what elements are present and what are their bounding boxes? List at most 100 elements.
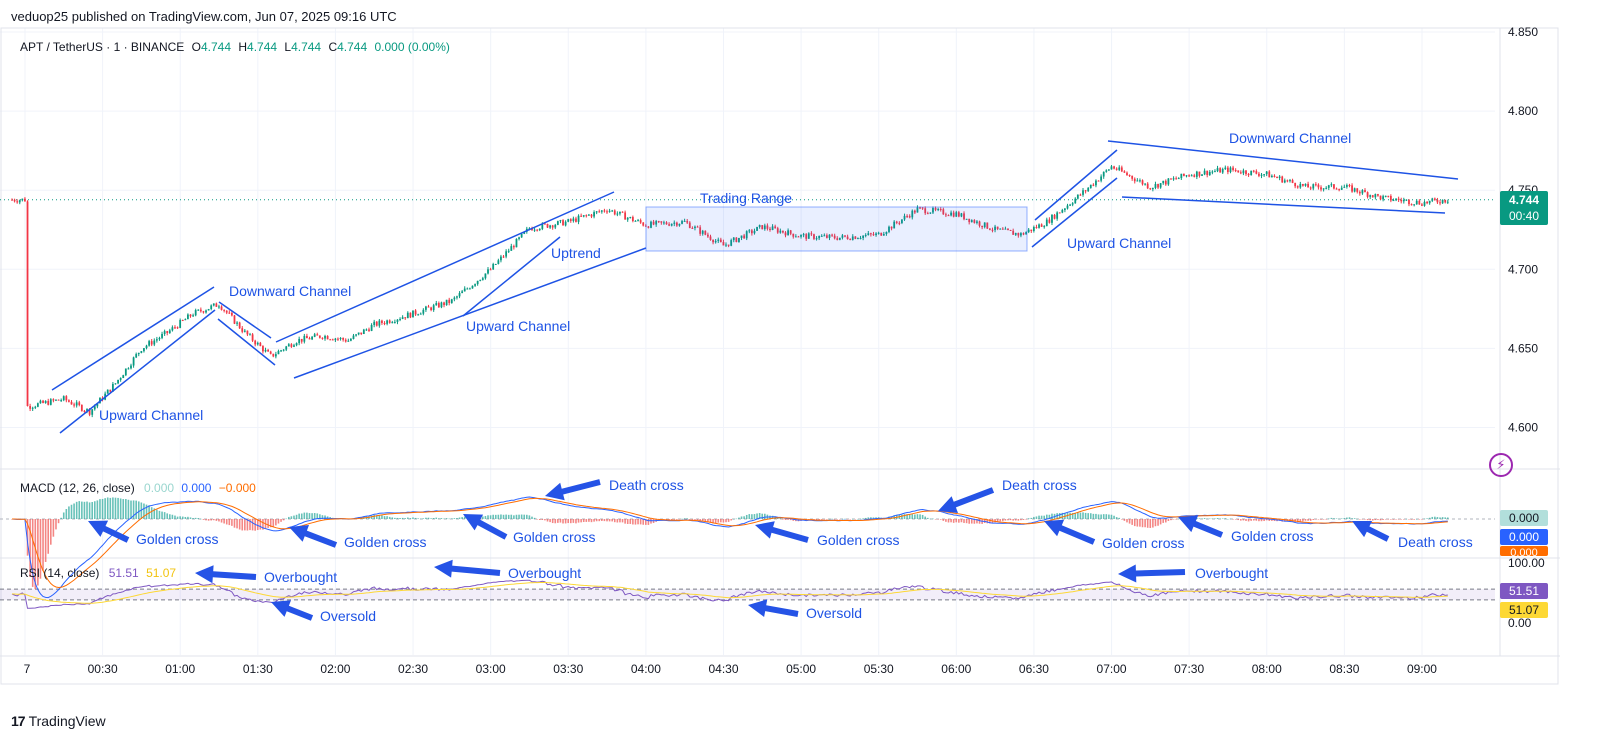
symbol-legend[interactable]: APT / TetherUS · 1 · BINANCE O4.744 H4.7… [20,40,450,54]
candle-body [443,302,445,306]
macd-histogram-bar [1100,514,1102,519]
macd-label-4: Death cross [609,477,684,493]
macd-histogram-bar [960,519,963,523]
macd-histogram-bar [691,519,694,520]
candle-body [782,230,784,233]
macd-legend[interactable]: MACD (12, 26, close) 0.000 0.000 −0.000 [20,481,256,495]
macd-histogram-bar [828,518,831,520]
candle-body [924,208,927,214]
candle-body [1131,175,1134,179]
candle-body [1074,198,1077,204]
last-price-value: 4.744 [1508,193,1540,207]
macd-histogram-bar [738,517,740,519]
candle-body [763,225,766,230]
candle-body [437,303,440,308]
macd-histogram-bar [528,515,531,519]
grid [0,27,1560,685]
candle-body [39,400,42,404]
macd-histogram-bar [970,519,973,524]
candle-body [308,338,311,340]
macd-histogram-bar [1139,519,1141,527]
candle-body [908,216,911,218]
candle-body [476,280,479,285]
macd-histogram-bar [572,519,575,523]
rsi-tag: 51.51 [1500,583,1548,599]
candle-body [73,404,75,406]
macd-histogram-bar [391,517,394,519]
downward-channel-2-label: Downward Channel [1229,130,1351,146]
macd-histogram-bar [681,518,683,520]
candle-body [895,221,898,223]
macd-histogram-bar [1201,518,1203,520]
upward-channel-2-label: Upward Channel [466,318,570,334]
upward-channel-1-label: Upward Channel [99,407,203,423]
candle-body [1387,195,1390,197]
candle-body [626,217,629,220]
candle-body [1144,183,1147,185]
macd-histogram-bar [851,518,854,520]
macd-signal-line [12,497,1448,589]
price-tick-label: 4.800 [1508,104,1538,118]
candle-body [955,212,958,217]
macd-histogram-bar [585,519,588,522]
macd-histogram-bar [438,518,440,519]
macd-label-9: Death cross [1398,534,1473,550]
candle-body [1128,175,1131,177]
macd-histogram-bar [1046,514,1048,519]
macd-histogram-bar [427,517,430,519]
macd-histogram-bar [1022,519,1025,520]
macd-histogram-bar [1268,519,1271,521]
candle-body [1089,184,1092,188]
macd-histogram-bar [277,519,280,524]
macd-arrow-4 [545,479,601,501]
candle-body [694,226,696,229]
candle-body [1027,229,1030,233]
candle-body [973,220,976,223]
macd-histogram-bar [293,515,295,519]
macd-histogram-bar [233,519,236,528]
macd-histogram-bar [919,514,921,519]
macd-histogram-bar [375,515,378,519]
candle-body [968,218,971,223]
macd-histogram-bar [484,515,487,519]
macd-histogram-bar [1162,519,1165,523]
candle-body [60,400,63,402]
macd-histogram-bar [251,519,254,531]
candle-body [810,233,813,235]
candle-body [538,228,541,231]
macd-histogram-bar [523,514,526,519]
candle-body [414,310,417,315]
candle-body [665,222,668,225]
candle-body [65,396,68,401]
candle-body [269,351,272,354]
lightning-icon[interactable]: ⚡ [1489,453,1513,477]
macd-histogram-bar [714,519,717,524]
candle-body [714,240,717,243]
macd-histogram-bar [409,518,412,519]
candle-body [577,215,580,222]
macd-histogram-bar [1258,519,1260,522]
candle-body [670,223,673,226]
candle-body [864,234,867,236]
macd-histogram-bar [313,513,316,519]
candle-body [725,244,727,246]
macd-histogram-bar [215,519,218,521]
trading-range-box [645,206,1028,252]
candle-body [851,236,854,240]
candle-body [435,303,438,306]
candle-body [256,342,259,345]
candle-body [440,302,443,308]
candle-body [114,383,117,385]
candle-body [492,264,495,270]
rsi-legend[interactable]: RSI (14, close) 51.51 51.07 [20,566,176,580]
candle-body [267,349,270,352]
candle-body [251,334,254,341]
candle-body [1229,167,1232,173]
candle-body [176,327,179,329]
candle-body [166,331,169,333]
macd-histogram-bar [864,517,867,519]
candle-body [1193,175,1196,177]
tradingview-logo[interactable]: 17 TradingView [11,713,106,729]
candle-body [1051,214,1053,223]
